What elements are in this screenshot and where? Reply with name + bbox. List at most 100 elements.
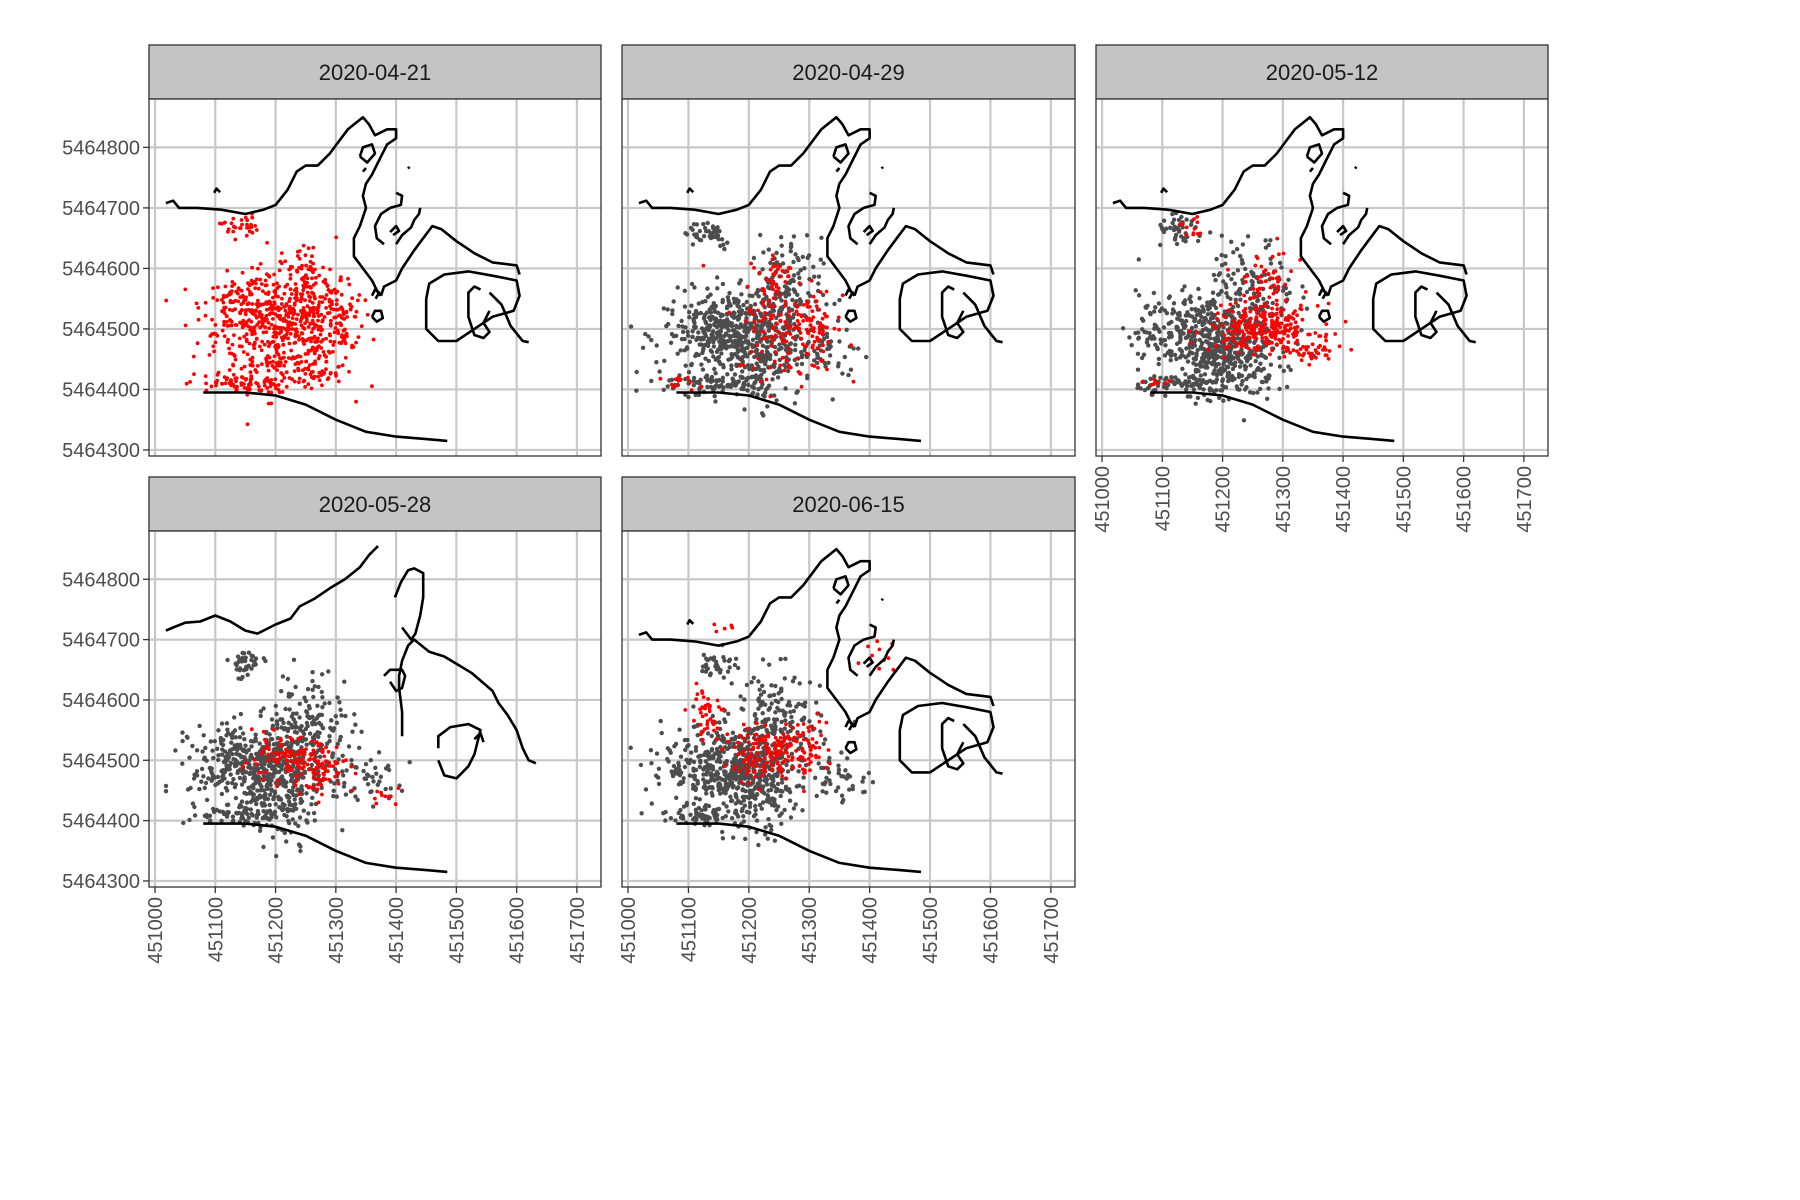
highlight-point xyxy=(849,343,854,348)
other-point xyxy=(731,773,736,779)
highlight-point xyxy=(1235,321,1239,325)
highlight-point xyxy=(1254,331,1259,336)
highlight-point xyxy=(271,359,275,364)
plot-background xyxy=(149,531,601,887)
y-tick-label: 5464400 xyxy=(62,811,140,833)
other-point xyxy=(788,815,794,820)
highlight-point xyxy=(1263,279,1268,284)
other-point xyxy=(689,281,695,287)
other-point xyxy=(220,747,225,752)
other-point xyxy=(1193,376,1198,381)
other-point xyxy=(1210,290,1216,295)
other-point xyxy=(244,806,250,812)
highlight-point xyxy=(1322,345,1327,350)
other-point xyxy=(1252,374,1257,380)
highlight-point xyxy=(284,747,288,752)
other-point xyxy=(723,791,728,796)
other-point xyxy=(686,370,692,375)
highlight-point xyxy=(322,754,327,759)
highlight-point xyxy=(242,382,246,386)
highlight-point xyxy=(769,313,773,318)
highlight-point xyxy=(311,305,316,310)
outline-path xyxy=(1159,187,1169,194)
other-point xyxy=(1234,354,1240,359)
other-point xyxy=(1148,376,1153,381)
other-point xyxy=(335,695,340,700)
other-point xyxy=(1179,353,1184,358)
other-points xyxy=(1120,210,1317,423)
highlight-point xyxy=(1255,276,1260,281)
highlight-point xyxy=(287,376,292,380)
other-point xyxy=(262,815,267,820)
other-point xyxy=(745,340,751,346)
highlight-point xyxy=(1270,348,1275,353)
highlight-point xyxy=(275,784,280,789)
other-point xyxy=(373,765,378,770)
highlight-point xyxy=(245,352,250,357)
other-point xyxy=(1197,337,1203,343)
highlight-point xyxy=(282,334,287,338)
highlight-point xyxy=(290,738,295,742)
other-point xyxy=(1263,375,1268,380)
highlight-point xyxy=(768,365,772,370)
highlight-point xyxy=(293,783,298,788)
other-point xyxy=(779,235,784,240)
highlight-point xyxy=(1281,344,1286,349)
highlight-point xyxy=(317,762,322,767)
other-point xyxy=(753,803,758,809)
other-point xyxy=(197,723,202,729)
other-point xyxy=(338,707,343,712)
other-point xyxy=(721,242,726,247)
highlight-point xyxy=(224,320,229,324)
other-point xyxy=(1245,234,1251,239)
highlight-point xyxy=(741,362,745,367)
y-tick-label: 5464600 xyxy=(62,258,140,280)
highlight-point xyxy=(260,362,264,366)
highlight-point xyxy=(363,298,368,303)
highlight-point xyxy=(223,284,228,289)
highlight-point xyxy=(314,275,318,280)
highlight-point xyxy=(1284,316,1288,320)
other-point xyxy=(248,738,254,744)
highlight-point xyxy=(296,361,301,366)
other-point xyxy=(783,386,788,391)
highlight-point xyxy=(786,346,791,351)
highlight-point xyxy=(283,360,288,364)
highlight-point xyxy=(772,304,777,309)
other-point xyxy=(340,753,345,758)
other-point xyxy=(1221,279,1226,284)
highlight-point xyxy=(320,750,325,754)
facet-strip-label: 2020-04-21 xyxy=(319,60,432,85)
other-point xyxy=(1184,217,1189,222)
other-point xyxy=(319,689,324,695)
other-point xyxy=(338,734,343,740)
other-point xyxy=(1146,343,1151,348)
other-point xyxy=(668,340,674,345)
highlight-point xyxy=(795,305,799,309)
other-point xyxy=(1197,330,1202,335)
other-point xyxy=(244,750,249,755)
other-point xyxy=(238,754,244,760)
highlight-point xyxy=(297,376,302,381)
highlight-point xyxy=(1279,340,1284,345)
highlight-point xyxy=(290,265,294,269)
other-point xyxy=(758,324,764,330)
other-point xyxy=(1184,346,1189,351)
other-point xyxy=(1202,372,1208,377)
other-point xyxy=(1216,361,1221,367)
other-point xyxy=(1208,230,1213,235)
other-point xyxy=(713,303,718,309)
highlight-point xyxy=(769,334,774,339)
highlight-point xyxy=(1293,309,1297,313)
other-point xyxy=(799,354,805,360)
other-point xyxy=(279,689,284,694)
other-point xyxy=(701,315,707,320)
outline-path xyxy=(1308,167,1314,173)
highlight-point xyxy=(192,372,196,376)
other-point xyxy=(1214,371,1220,377)
other-point xyxy=(344,768,349,773)
highlight-point xyxy=(296,736,301,741)
highlight-point xyxy=(1259,264,1264,269)
highlight-point xyxy=(1248,309,1253,314)
highlight-point xyxy=(1274,311,1279,316)
